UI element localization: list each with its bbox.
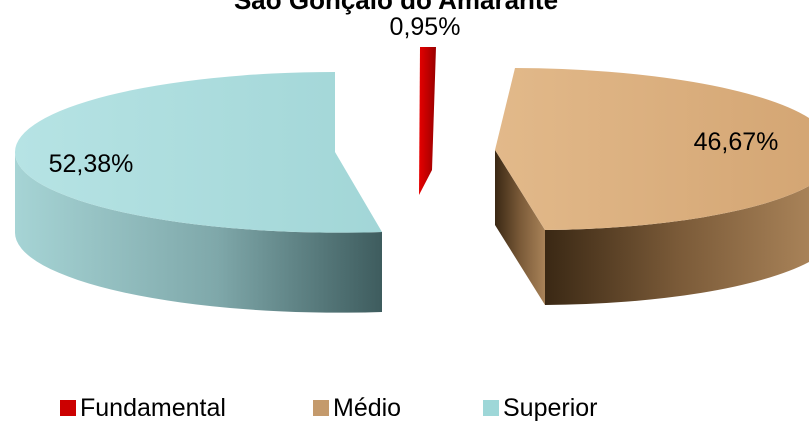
slice-medio xyxy=(495,68,809,305)
legend-swatch-medio xyxy=(313,400,329,416)
legend-label-medio: Médio xyxy=(333,394,402,422)
slice-fundamental xyxy=(419,47,436,195)
legend-label-fundamental: Fundamental xyxy=(80,394,226,422)
slice-fundamental-top xyxy=(419,47,436,195)
legend-swatch-fundamental xyxy=(60,400,76,416)
legend-label-superior: Superior xyxy=(503,394,598,422)
slice-superior-top xyxy=(14,72,383,233)
slice-superior xyxy=(14,72,383,313)
legend-item-fundamental: Fundamental xyxy=(60,393,226,423)
data-label-fundamental: 0,95% xyxy=(390,13,461,41)
chart-title: São Gonçalo do Amarante xyxy=(234,0,558,15)
data-label-superior: 52,38% xyxy=(49,150,134,178)
slice-medio-front-side xyxy=(495,150,545,305)
slice-superior-side xyxy=(14,152,383,313)
slice-medio-top xyxy=(495,68,809,230)
legend: Fundamental Médio Superior xyxy=(0,393,809,425)
slice-medio-outer-side xyxy=(545,186,809,305)
data-label-medio: 46,67% xyxy=(694,128,779,156)
legend-swatch-superior xyxy=(483,400,499,416)
legend-item-superior: Superior xyxy=(483,393,598,423)
legend-item-medio: Médio xyxy=(313,393,401,423)
